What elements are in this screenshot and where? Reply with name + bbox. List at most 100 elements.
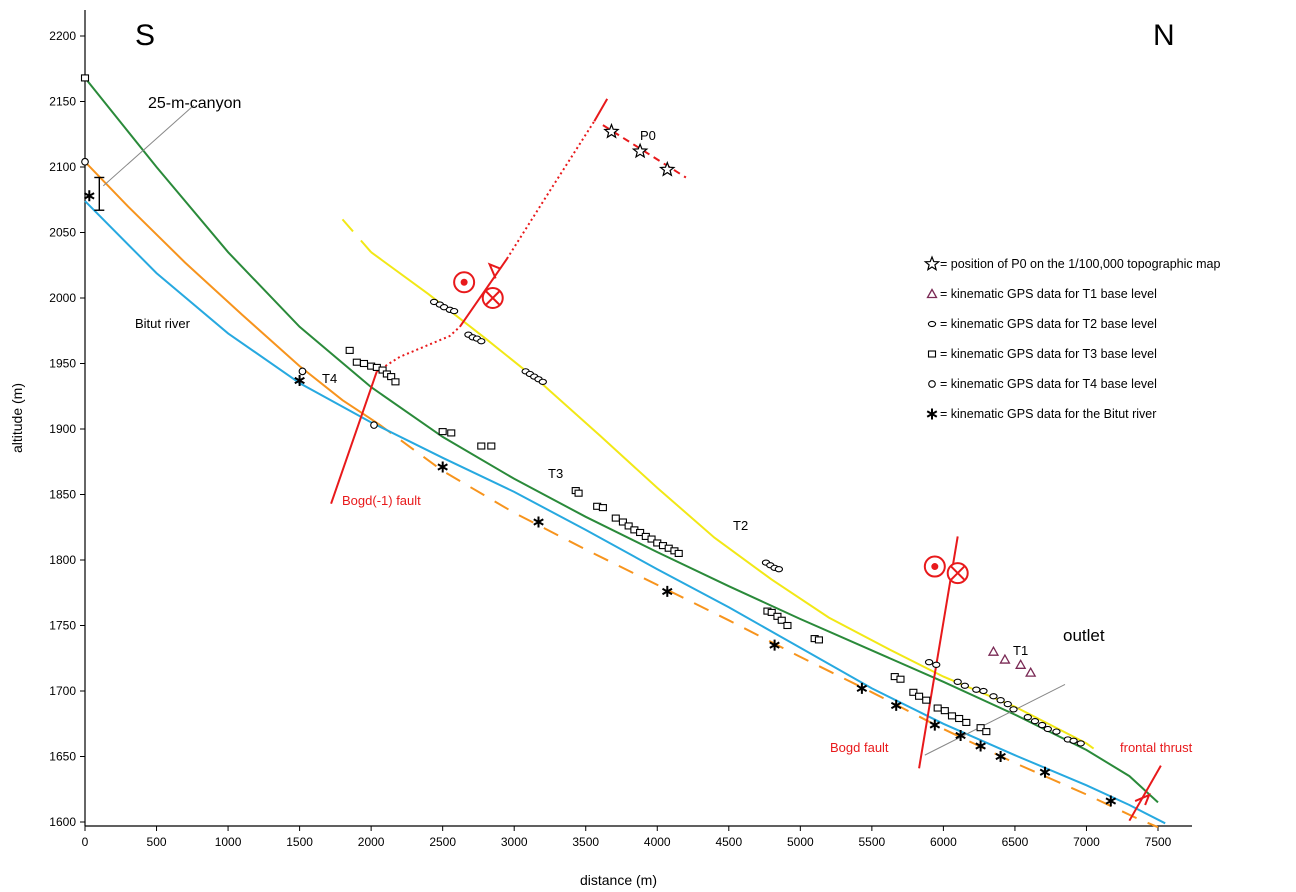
y-tick-label: 1650 — [49, 750, 76, 764]
point-t2 — [538, 378, 547, 385]
frontal-thrust-arrow — [1134, 793, 1151, 806]
point-t3 — [955, 714, 964, 723]
point-t2 — [477, 338, 486, 345]
point-t2 — [989, 693, 998, 700]
point-bitut-river — [769, 639, 780, 651]
legend-text: = kinematic GPS data for T3 base level — [940, 347, 1157, 361]
point-t3 — [624, 522, 633, 530]
annotations: S N 25-m-canyon Bitut river T4 T3 T2 T1 P0 outlet… — [135, 19, 1193, 755]
data-markers — [80, 74, 1117, 807]
point-bitut-river — [995, 751, 1006, 762]
point-bitut-river — [1039, 766, 1051, 778]
point-p0 — [631, 142, 649, 159]
label-bogd-1-fault: Bogd(-1) fault — [342, 493, 421, 508]
point-bitut-river — [294, 375, 305, 386]
label-25-m-canyon: 25-m-canyon — [148, 95, 241, 112]
x-tick-label: 1500 — [286, 835, 313, 849]
point-bitut-river — [84, 190, 95, 202]
point-t3 — [80, 74, 90, 82]
point-bitut-river — [975, 740, 986, 752]
curve-t2-dashed — [341, 218, 372, 253]
label-t4: T4 — [322, 371, 337, 386]
legend: = position of P0 on the 1/100,000 topogr… — [923, 255, 1220, 421]
x-tick-label: 5500 — [859, 835, 886, 849]
point-t3 — [636, 528, 645, 537]
curve-t3 — [84, 77, 1159, 804]
point-t2 — [1037, 721, 1047, 729]
label-t1: T1 — [1013, 643, 1028, 658]
x-tick-label: 6000 — [930, 835, 957, 849]
legend-text: = kinematic GPS data for the Bitut river — [940, 407, 1156, 421]
fault-dotted-upper — [506, 120, 596, 260]
point-t3 — [933, 704, 942, 712]
point-t3 — [447, 429, 456, 437]
legend-marker-asterisk — [926, 408, 938, 420]
profile-curves — [84, 77, 1166, 829]
point-t4 — [370, 421, 378, 429]
point-t3 — [982, 728, 991, 736]
point-t2 — [1030, 717, 1040, 725]
label-bogd-fault: Bogd fault — [830, 740, 889, 755]
x-tick-label: 4500 — [715, 835, 742, 849]
point-t2 — [1069, 737, 1078, 744]
point-t2 — [1023, 714, 1032, 721]
point-t3 — [387, 373, 396, 381]
point-t3 — [477, 442, 486, 450]
y-axis-label: altitude (m) — [9, 383, 25, 453]
label-outlet: outlet — [1063, 626, 1105, 645]
outlet-leader — [924, 684, 1066, 756]
y-tick-label: 2000 — [49, 291, 76, 305]
point-t3 — [922, 696, 931, 704]
point-t3 — [647, 535, 656, 543]
point-t2 — [972, 686, 981, 693]
point-t2 — [924, 659, 934, 666]
point-bitut-river — [437, 461, 448, 473]
legend-marker-circle — [928, 380, 936, 388]
x-tick-label: 5000 — [787, 835, 814, 849]
legend-text: = kinematic GPS data for T1 base level — [940, 287, 1157, 301]
x-tick-label: 3500 — [572, 835, 599, 849]
point-bitut-river — [929, 719, 941, 731]
y-tick-label: 1600 — [49, 815, 76, 829]
label-frontal-thrust: frontal thrust — [1120, 740, 1193, 755]
point-t3 — [391, 378, 400, 386]
y-tick-label: 1800 — [49, 553, 76, 567]
point-t2 — [1052, 728, 1061, 735]
curve-bitut-river — [84, 200, 1166, 825]
legend-marker-star — [923, 255, 941, 272]
legend-text: = kinematic GPS data for T4 base level — [940, 377, 1157, 391]
point-t2 — [1076, 740, 1085, 747]
point-t2 — [979, 687, 988, 695]
label-s: S — [135, 19, 155, 52]
point-t3 — [896, 675, 905, 683]
label-p0: P0 — [640, 128, 656, 143]
point-t3 — [783, 621, 792, 630]
x-tick-label: 0 — [82, 835, 89, 849]
x-tick-label: 7000 — [1073, 835, 1100, 849]
point-t2 — [449, 307, 459, 315]
point-bitut-river — [955, 730, 966, 741]
label-t3: T3 — [548, 466, 563, 481]
x-tick-label: 7500 — [1145, 835, 1172, 849]
legend-text: = position of P0 on the 1/100,000 topogr… — [940, 257, 1220, 271]
bogd-1-slip-arrow — [487, 262, 500, 279]
y-tick-label: 2100 — [49, 160, 76, 174]
point-t2 — [960, 682, 970, 689]
axes: 0 500 1000 1500 2000 2500 3000 3500 4000 4500 5000… — [9, 10, 1192, 888]
point-t2 — [1009, 706, 1018, 713]
fault-frontal-thrust — [1128, 765, 1162, 822]
point-t3 — [574, 489, 583, 497]
point-t3 — [674, 549, 683, 558]
y-tick-label: 1900 — [49, 422, 76, 436]
point-t3 — [618, 518, 627, 526]
x-tick-label: 2500 — [429, 835, 456, 849]
point-t3 — [976, 724, 985, 732]
x-tick-label: 1000 — [215, 835, 242, 849]
legend-text: = kinematic GPS data for T2 base level — [940, 317, 1157, 331]
point-t2 — [953, 678, 962, 685]
label-bitut-river: Bitut river — [135, 316, 191, 331]
point-t3 — [940, 707, 949, 715]
point-p0 — [603, 122, 620, 139]
point-bitut-river — [661, 585, 673, 597]
